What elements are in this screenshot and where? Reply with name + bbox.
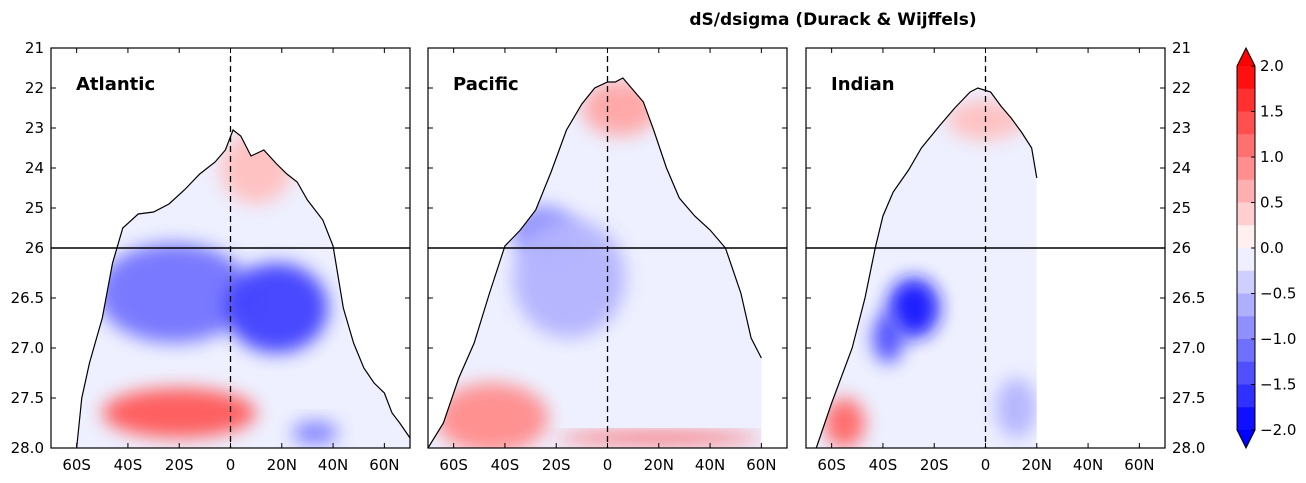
x-tick-label: 0 <box>981 456 991 474</box>
outcrop-line <box>815 87 1038 449</box>
field-feature <box>995 378 1037 438</box>
y-tick-label-right: 22 <box>1172 79 1191 97</box>
colorbar-segment <box>1237 179 1255 203</box>
y-tick-label-left: 26.5 <box>11 289 44 307</box>
field-feature <box>292 421 339 445</box>
x-tick-label: 40N <box>695 456 725 474</box>
colorbar-extend-bottom <box>1237 430 1255 448</box>
y-tick-label-left: 25 <box>25 199 44 217</box>
x-tick-label: 20N <box>1022 456 1052 474</box>
field-feature <box>581 80 659 136</box>
x-tick-label: 60N <box>369 456 399 474</box>
y-tick-label-left: 22 <box>25 79 44 97</box>
colorbar-tick-label: 2.0 <box>1260 57 1284 75</box>
x-tick-label: 0 <box>603 456 613 474</box>
x-tick-label: 60S <box>439 456 468 474</box>
x-tick-label: 60S <box>817 456 846 474</box>
colorbar-segment <box>1237 157 1255 181</box>
panel-label: Indian <box>831 74 895 95</box>
colorbar-segment <box>1237 293 1255 317</box>
y-tick-label-left: 24 <box>25 159 44 177</box>
colorbar-segment <box>1237 248 1255 272</box>
colorbar-tick-label: −1.5 <box>1260 376 1296 394</box>
colorbar-segment <box>1237 134 1255 158</box>
x-tick-label: 40N <box>318 456 348 474</box>
y-tick-label-right: 26.5 <box>1172 289 1205 307</box>
y-tick-label-right: 25 <box>1172 199 1191 217</box>
colorbar-tick-label: 0.5 <box>1260 194 1284 212</box>
x-tick-label: 40N <box>1073 456 1103 474</box>
y-tick-label-right: 24 <box>1172 159 1191 177</box>
field-feature <box>823 398 865 448</box>
colorbar-segment <box>1237 66 1255 90</box>
panel-atlantic: Atlantic 21 22 23 24 25 26 26.5 27.0 27.5 28.0 60S 4… <box>11 39 411 474</box>
x-tick-label: 40S <box>491 456 520 474</box>
colorbar-segment <box>1237 111 1255 135</box>
colorbar-segment <box>1237 316 1255 340</box>
y-tick-label-left: 27.0 <box>11 339 44 357</box>
y-tick-label-left: 23 <box>25 119 44 137</box>
field-feature <box>435 383 549 448</box>
colorbar-segment <box>1237 270 1255 294</box>
field-feature <box>556 433 762 443</box>
x-tick-label: 40S <box>869 456 898 474</box>
panel-indian: Indian 21 22 23 24 25 26 26.5 27.0 27.5 28.0 60S 40S… <box>805 39 1205 474</box>
panel-pacific: Pacific 60S 40S 20S 0 20N 40N 60N <box>427 47 788 474</box>
y-tick-label-right: 27.0 <box>1172 339 1205 357</box>
colorbar-tick-label: −1.0 <box>1260 330 1296 348</box>
field-feature <box>97 243 252 343</box>
x-tick-label: 20S <box>920 456 949 474</box>
colorbar-tick-label: 0.0 <box>1260 239 1284 257</box>
panels: Atlantic 21 22 23 24 25 26 26.5 27.0 27.5 28.0 60S 4… <box>11 39 1206 474</box>
salinity-field <box>428 78 762 448</box>
y-tick-label-right: 21 <box>1172 39 1191 57</box>
y-tick-label-right: 26 <box>1172 239 1191 257</box>
outcrop-line <box>76 129 411 449</box>
y-tick-label-right: 23 <box>1172 119 1191 137</box>
y-tick-label-right: 27.5 <box>1172 389 1205 407</box>
field-feature <box>225 263 328 353</box>
x-tick-label: 20S <box>542 456 571 474</box>
field-feature <box>512 218 626 338</box>
outcrop-line <box>427 77 762 449</box>
x-tick-label: 60S <box>62 456 91 474</box>
colorbar-tick-label: 1.5 <box>1260 103 1284 121</box>
panel-label: Atlantic <box>76 74 155 95</box>
colorbar-extend-top <box>1237 48 1255 66</box>
x-tick-label: 0 <box>226 456 236 474</box>
x-tick-label: 40S <box>114 456 143 474</box>
chart-title: dS/dsigma (Durack & Wijffels) <box>689 10 976 30</box>
x-tick-label: 20S <box>165 456 194 474</box>
field-feature <box>872 313 904 363</box>
x-tick-label: 20N <box>644 456 674 474</box>
colorbar-segment <box>1237 407 1255 431</box>
x-tick-label: 60N <box>1124 456 1154 474</box>
field-background <box>816 88 1037 448</box>
field-feature <box>102 388 257 438</box>
colorbar-tick-label: −2.0 <box>1260 421 1296 439</box>
y-tick-label-left: 28.0 <box>11 439 44 457</box>
colorbar-tick-label: −0.5 <box>1260 285 1296 303</box>
colorbar-segment <box>1237 88 1255 112</box>
colorbar-segment <box>1237 384 1255 408</box>
salinity-field <box>816 88 1037 448</box>
colorbar-segment <box>1237 202 1255 226</box>
colorbar-segment <box>1237 225 1255 249</box>
colorbar-segment <box>1237 339 1255 363</box>
y-tick-label-left: 21 <box>25 39 44 57</box>
x-tick-label: 20N <box>267 456 297 474</box>
colorbar-segment <box>1237 361 1255 385</box>
field-feature <box>888 278 940 338</box>
x-tick-label: 60N <box>746 456 776 474</box>
y-tick-label-left: 26 <box>25 239 44 257</box>
salinity-field <box>76 130 411 448</box>
colorbar-tick-label: 1.0 <box>1260 148 1284 166</box>
colorbar: 2.0 1.5 1.0 0.5 0.0 −0.5 −1.0 −1.5 −2.0 <box>1236 46 1296 450</box>
y-tick-label-right: 28.0 <box>1172 439 1205 457</box>
panel-label: Pacific <box>453 74 519 95</box>
y-tick-label-left: 27.5 <box>11 389 44 407</box>
